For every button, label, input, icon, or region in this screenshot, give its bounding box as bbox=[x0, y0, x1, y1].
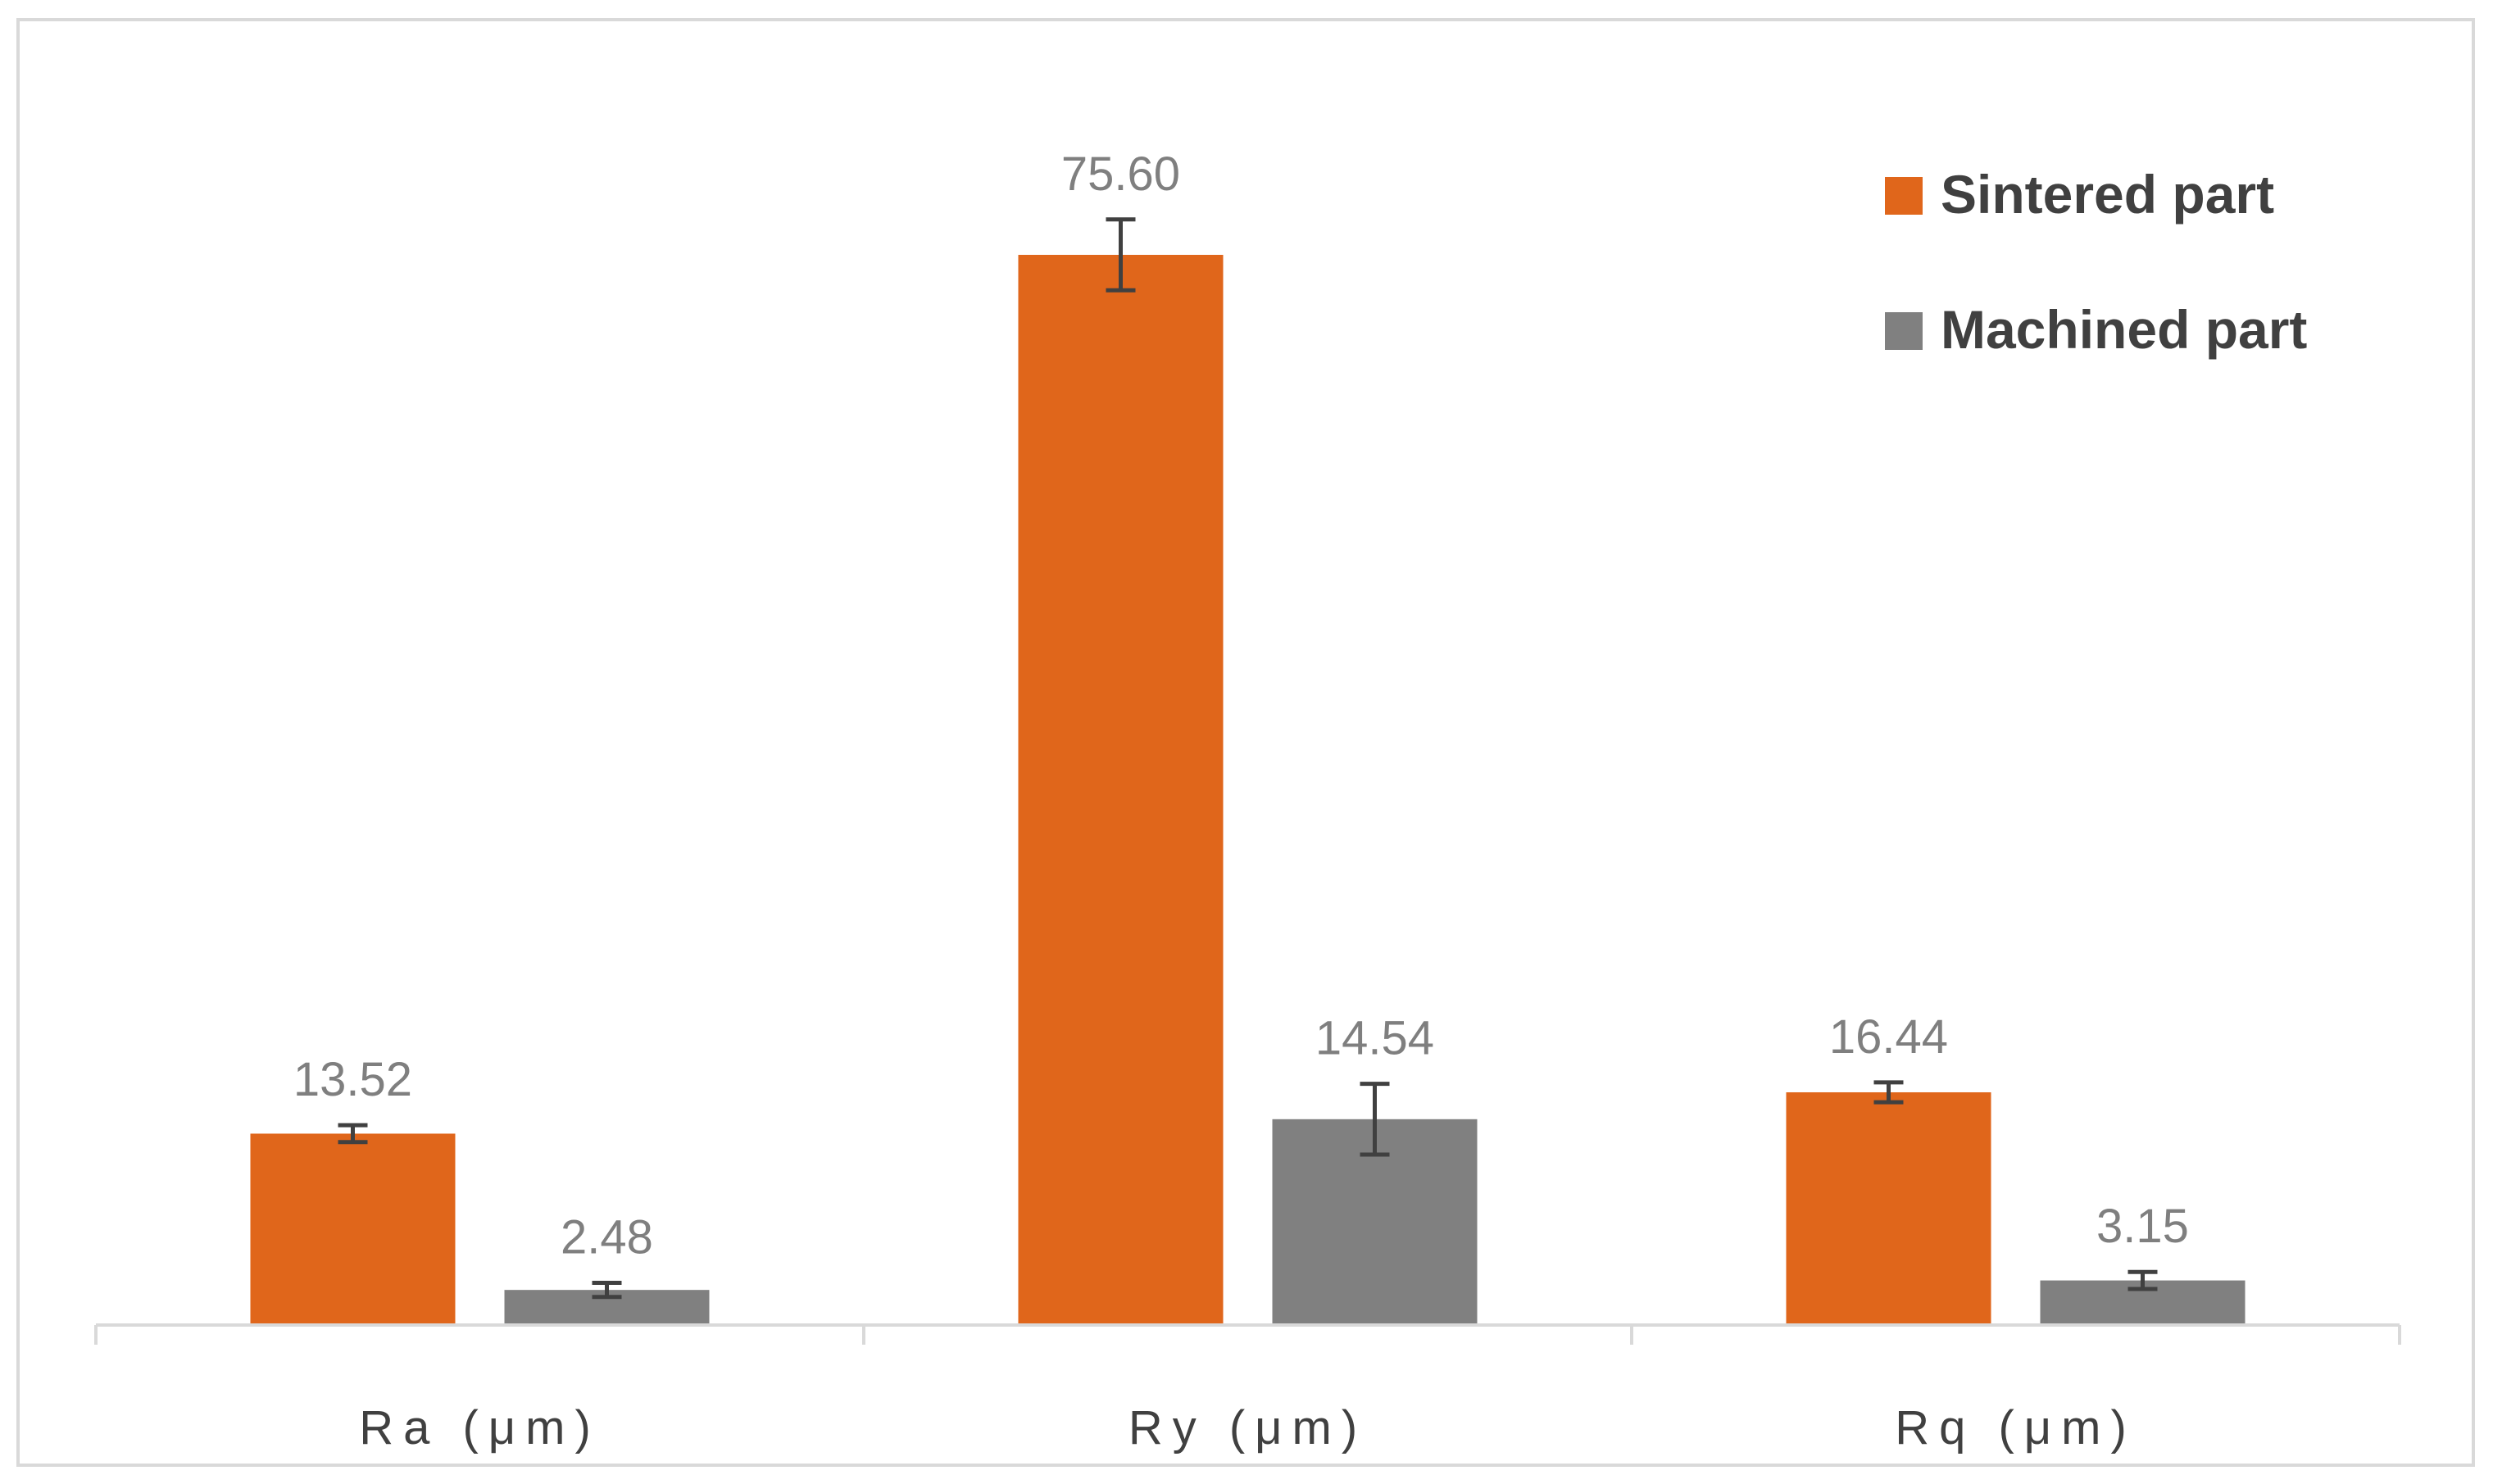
error-bar-machined-part-ra bbox=[592, 1281, 622, 1300]
legend-label-machined-part: Machined part bbox=[1941, 299, 2307, 360]
error-bar-machined-part-ry bbox=[1360, 1082, 1390, 1157]
error-bar-sintered-part-rq bbox=[1873, 1080, 1904, 1105]
data-label-machined-part-ry: 14.54 bbox=[1315, 1012, 1434, 1065]
data-label-sintered-part-rq: 16.44 bbox=[1829, 1010, 1948, 1064]
legend-label-sintered-part: Sintered part bbox=[1941, 164, 2274, 225]
bar-sintered-part-ry bbox=[1018, 255, 1224, 1325]
category-label-rq: Rq (μm) bbox=[1895, 1401, 2137, 1455]
data-label-sintered-part-ra: 13.52 bbox=[293, 1053, 412, 1106]
data-label-sintered-part-ry: 75.60 bbox=[1061, 147, 1180, 201]
error-bar-sintered-part-ra bbox=[338, 1123, 368, 1145]
data-labels-layer: 13.52 2.48 75.60 14.54 16.44 3.15 bbox=[293, 147, 2189, 1264]
legend-swatch-sintered-part bbox=[1885, 177, 1923, 215]
category-label-ra: Ra (μm) bbox=[359, 1401, 601, 1455]
bars-layer bbox=[250, 255, 2246, 1325]
legend-swatch-machined-part bbox=[1885, 312, 1923, 350]
category-labels: Ra (μm) Ry (μm) Rq (μm) bbox=[359, 1401, 2137, 1455]
legend-item-sintered-part: Sintered part bbox=[1885, 164, 2274, 225]
error-bars-layer bbox=[338, 217, 2158, 1300]
x-axis-ticks bbox=[94, 1325, 2401, 1345]
bar-sintered-part-rq bbox=[1786, 1091, 1991, 1325]
error-bar-machined-part-rq bbox=[2127, 1269, 2158, 1291]
legend: Sintered part Machined part bbox=[1885, 164, 2307, 360]
bar-sintered-part-ra bbox=[250, 1133, 456, 1325]
data-label-machined-part-ra: 2.48 bbox=[561, 1211, 653, 1264]
error-bar-sintered-part-ry bbox=[1106, 217, 1136, 293]
data-label-machined-part-rq: 3.15 bbox=[2096, 1200, 2189, 1253]
legend-item-machined-part: Machined part bbox=[1885, 299, 2307, 360]
category-label-ry: Ry (μm) bbox=[1128, 1401, 1367, 1455]
